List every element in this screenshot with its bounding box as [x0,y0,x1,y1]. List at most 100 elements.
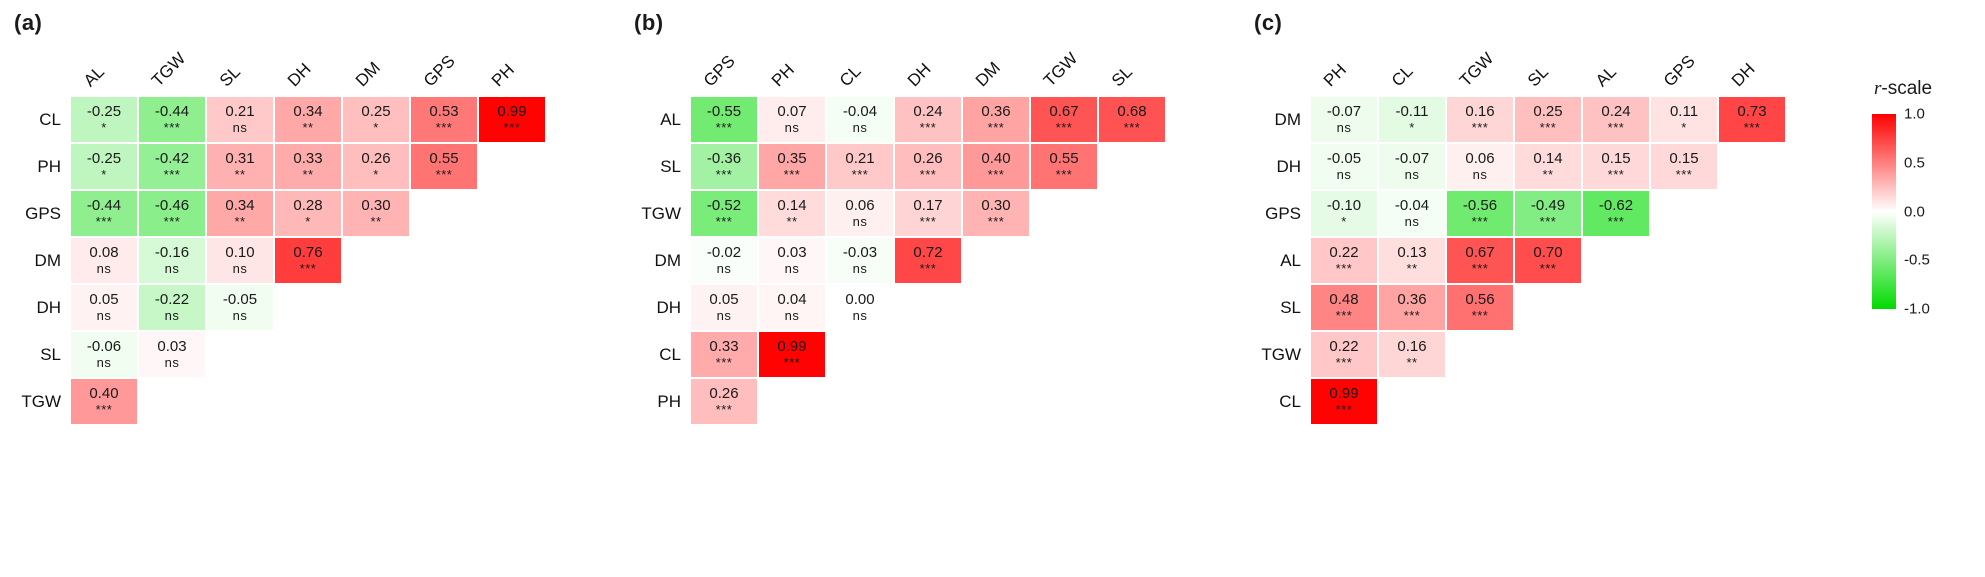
corr-value: 0.25 [361,103,391,121]
matrix-row-cl: CL 0.33 *** 0.99 *** [630,331,1250,378]
corr-cell: 0.36 *** [963,97,1029,142]
corr-cell: 0.33 ** [275,144,341,189]
corr-value: 0.36 [981,103,1011,121]
matrix-row-dm: DM -0.07 ns -0.11 * 0.16 *** 0.25 *** 0.24 *** 0.11… [1250,96,1870,143]
col-header-dh: DH [1718,38,1786,96]
significance-label: ** [1542,166,1554,182]
significance-label: *** [95,401,113,417]
col-header-label: TGW [1039,48,1082,91]
col-header-label: GPS [419,51,459,91]
corr-value: -0.05 [1326,150,1362,168]
corr-cell: -0.52 *** [691,191,757,236]
corr-value: 0.67 [1465,244,1495,262]
significance-label: ns [716,260,732,276]
matrix-row-cl: CL -0.25 * -0.44 *** 0.21 ns 0.34 ** 0.25 * 0.53 ***… [10,96,630,143]
corr-value: 0.14 [1533,150,1563,168]
corr-cell: -0.56 *** [1447,191,1513,236]
corr-cell: 0.30 *** [963,191,1029,236]
corr-value: 0.21 [845,150,875,168]
corr-value: -0.56 [1462,197,1498,215]
significance-label: *** [987,119,1005,135]
col-header-label: SL [215,62,244,91]
corr-value: 0.21 [225,103,255,121]
significance-label: *** [715,119,733,135]
col-header-gps: GPS [1650,38,1718,96]
corr-cell: 0.06 ns [1447,144,1513,189]
significance-label: ** [786,213,798,229]
row-label: TGW [641,203,681,223]
legend-body: 1.0 0.5 0.0 -0.5 -1.0 [1872,106,1984,318]
significance-label: ns [784,119,800,135]
corr-cell: 0.30 ** [343,191,409,236]
corr-value: -0.06 [86,338,122,356]
corr-value: 0.14 [777,197,807,215]
corr-cell: -0.44 *** [139,97,205,142]
legend-tick: -1.0 [1904,300,1930,318]
significance-label: ns [1472,166,1488,182]
corr-cell: 0.31 ** [207,144,273,189]
corr-value: -0.46 [154,197,190,215]
col-header-ph: PH [758,38,826,96]
corr-value: 0.16 [1465,103,1495,121]
significance-label: ns [852,213,868,229]
significance-label: *** [1607,213,1625,229]
significance-label: * [1341,213,1347,229]
corr-cell: 0.36 *** [1379,285,1445,330]
row-label: DM [34,250,61,270]
legend-tick: 1.0 [1904,105,1925,123]
corr-value: 0.55 [1049,150,1079,168]
corr-cell: 0.99 *** [1311,379,1377,424]
significance-label: *** [435,166,453,182]
significance-label: *** [163,166,181,182]
corr-cell: -0.10 * [1311,191,1377,236]
corr-value: -0.16 [154,244,190,262]
corr-cell: -0.11 * [1379,97,1445,142]
significance-label: ** [1406,260,1418,276]
col-header-cl: CL [1378,38,1446,96]
col-header-label: TGW [147,48,190,91]
matrix-row-al: AL 0.22 *** 0.13 ** 0.67 *** 0.70 *** [1250,237,1870,284]
corr-value: 0.40 [981,150,1011,168]
col-header-label: SL [1523,62,1552,91]
significance-label: * [101,166,107,182]
col-header-label: PH [767,60,798,91]
row-label: DM [1274,109,1301,129]
corr-value: 0.33 [293,150,323,168]
col-header-ph: PH [478,38,546,96]
corr-cell: 0.34 ** [207,191,273,236]
corr-value: 0.04 [777,291,807,309]
corr-cell: 0.67 *** [1031,97,1097,142]
corr-value: -0.04 [1394,197,1430,215]
col-header-dm: DM [962,38,1030,96]
corr-value: -0.49 [1530,197,1566,215]
corr-cell: -0.46 *** [139,191,205,236]
matrix-row-dh: DH -0.05 ns -0.07 ns 0.06 ns 0.14 ** 0.15 *** 0.15 *… [1250,143,1870,190]
corr-cell: 0.26 *** [895,144,961,189]
corr-value: 0.06 [845,197,875,215]
corr-cell: -0.05 ns [207,285,273,330]
col-header-sl: SL [206,38,274,96]
corr-value: 0.73 [1737,103,1767,121]
panel-b-matrix: GPS PH CL DH DM TGW SL AL -0.55 *** 0.07 ns -0.04 ns 0… [630,38,1250,425]
matrix-row-tgw: TGW 0.40 *** [10,378,630,425]
matrix-row-sl: SL 0.48 *** 0.36 *** 0.56 *** [1250,284,1870,331]
corr-cell: -0.49 *** [1515,191,1581,236]
corr-cell: 0.53 *** [411,97,477,142]
corr-cell: 0.70 *** [1515,238,1581,283]
legend-gradient-bar [1872,114,1896,309]
matrix-row-dm: DM -0.02 ns 0.03 ns -0.03 ns 0.72 *** [630,237,1250,284]
corr-value: 0.33 [709,338,739,356]
significance-label: ns [784,260,800,276]
corr-value: 0.22 [1329,244,1359,262]
significance-label: ns [232,119,248,135]
corr-cell: 0.13 ** [1379,238,1445,283]
significance-label: *** [1055,166,1073,182]
corr-cell: 0.33 *** [691,332,757,377]
correlation-figure: (a) AL TGW SL DH DM GPS PH CL -0.25 * -0.44 *** 0.21… [10,10,1984,425]
significance-label: *** [1539,213,1557,229]
corr-cell: 0.22 *** [1311,238,1377,283]
corr-cell: 0.15 *** [1651,144,1717,189]
significance-label: ns [852,307,868,323]
significance-label: *** [503,119,521,135]
corr-value: 0.05 [89,291,119,309]
